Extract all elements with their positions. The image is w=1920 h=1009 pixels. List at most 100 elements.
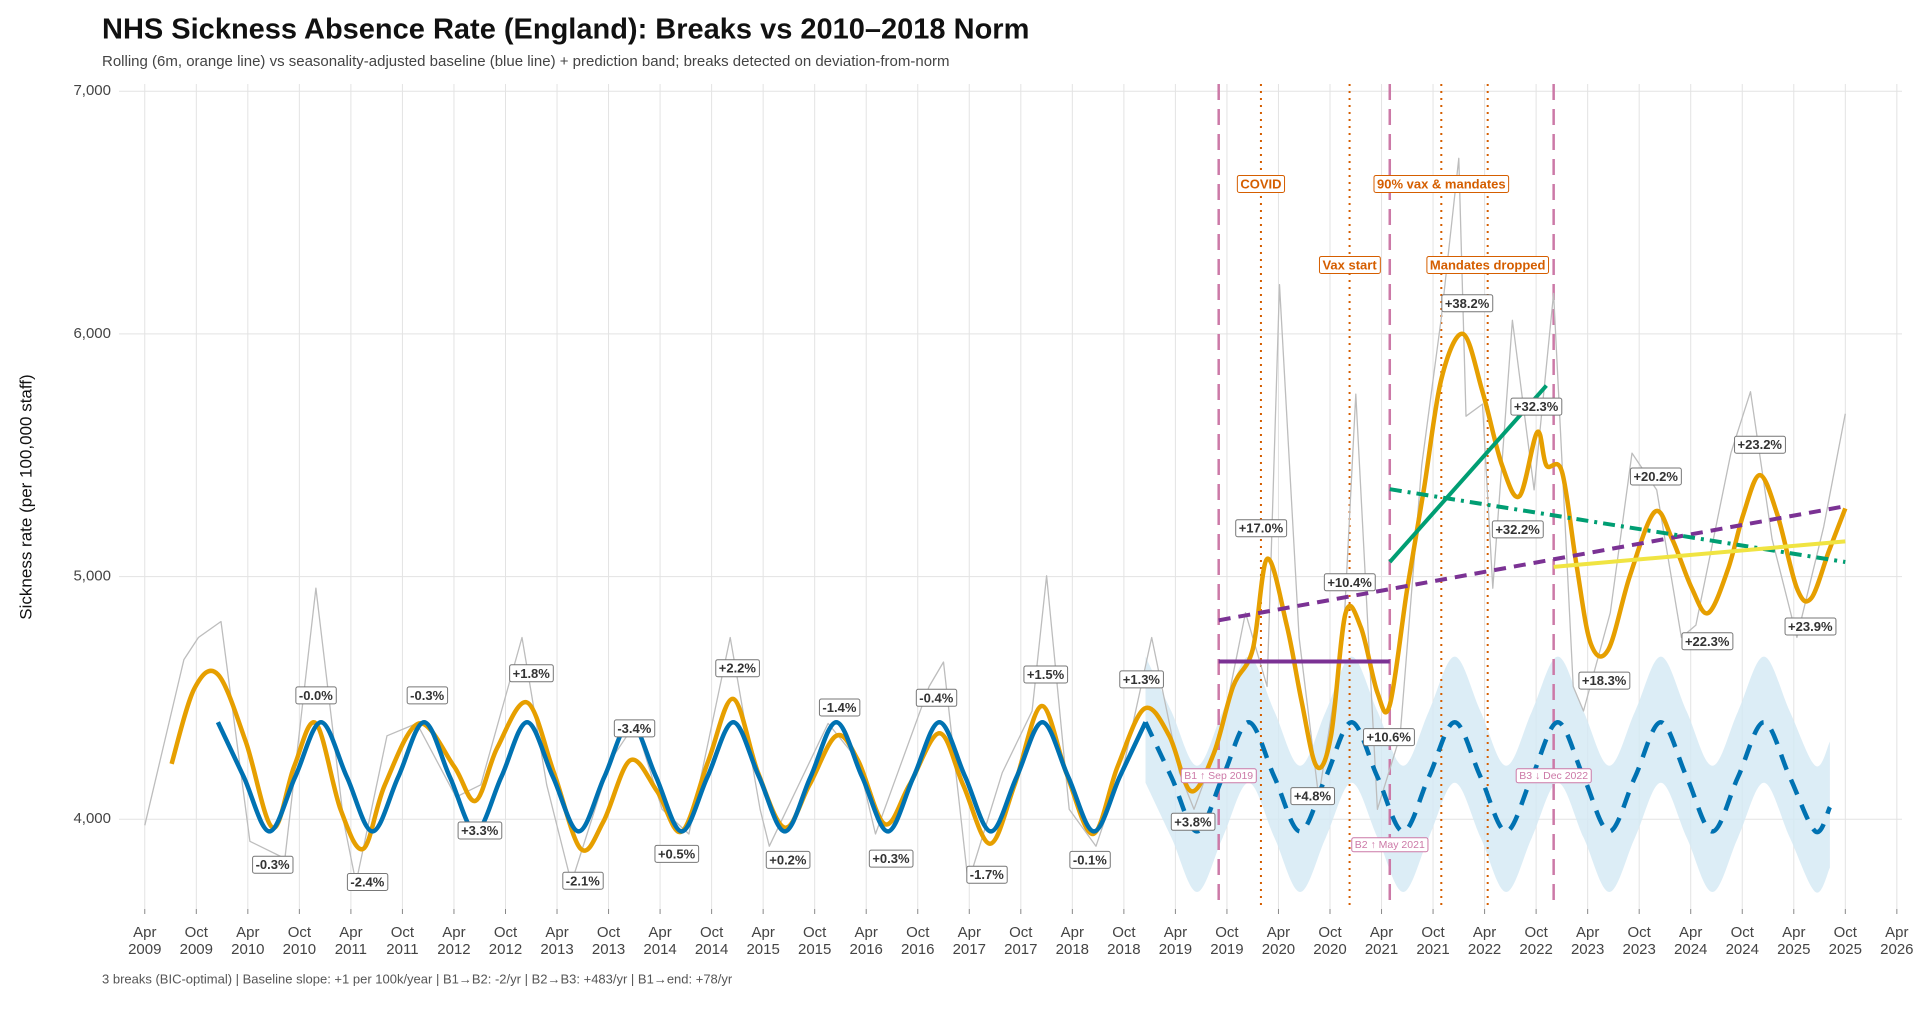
x-tick-label: Apr 2012 — [437, 924, 471, 958]
deviation-label-text: -1.7% — [970, 867, 1004, 882]
deviation-label-box — [252, 855, 294, 874]
x-tick-label: Oct 2013 — [591, 924, 626, 958]
deviation-label: +1.3% — [1119, 670, 1164, 689]
event-label-text: COVID — [1240, 176, 1281, 191]
deviation-label: +23.2% — [1734, 435, 1786, 454]
x-tick-label: Apr 2010 — [231, 924, 265, 958]
deviation-label-text: -2.4% — [350, 874, 384, 889]
deviation-label: -3.4% — [613, 719, 656, 738]
x-tick-label: Apr 2025 — [1777, 924, 1811, 958]
x-tick-label: Oct 2019 — [1210, 924, 1244, 958]
event-label-text: 90% vax & mandates — [1377, 176, 1506, 191]
deviation-label-box — [562, 871, 604, 890]
deviation-label-box — [1363, 728, 1415, 747]
x-tick-label: Oct 2016 — [901, 924, 935, 958]
deviation-label: +32.2% — [1491, 520, 1544, 539]
deviation-label: -0.4% — [915, 688, 958, 707]
trend-line — [1218, 504, 1846, 623]
x-tick-label: Oct 2011 — [386, 924, 419, 958]
deviation-label-box — [1734, 435, 1786, 454]
deviation-label: +23.9% — [1784, 617, 1837, 636]
deviation-label: +0.5% — [654, 844, 700, 863]
deviation-label-box — [1235, 519, 1288, 538]
deviation-label-box — [1681, 632, 1734, 651]
prediction-band — [1145, 656, 1830, 893]
deviation-label-text: +20.2% — [1633, 469, 1678, 484]
x-tick-label: Oct 2012 — [488, 924, 523, 958]
deviation-label-text: +23.2% — [1738, 437, 1783, 452]
deviation-label-box — [1441, 294, 1494, 313]
deviation-label-box — [1023, 665, 1069, 684]
chart-title: NHS Sickness Absence Rate (England): Bre… — [102, 14, 1029, 46]
x-tick-label: Oct 2014 — [694, 924, 729, 958]
deviation-label: +20.2% — [1629, 467, 1682, 486]
event-label-text: Mandates dropped — [1430, 257, 1546, 272]
deviation-label: -2.4% — [346, 872, 389, 891]
x-tick-label: Oct 2024 — [1725, 924, 1759, 958]
deviation-label-box — [654, 844, 700, 863]
deviation-label-text: +3.8% — [1174, 814, 1212, 829]
footer-note: 3 breaks (BIC-optimal) | Baseline slope:… — [102, 971, 733, 986]
event-label-text: Vax start — [1322, 257, 1377, 272]
deviation-label-text: +38.2% — [1445, 296, 1490, 311]
x-tick-label: Oct 2025 — [1828, 924, 1862, 958]
deviation-label: +22.3% — [1681, 632, 1734, 651]
deviation-label-box — [1170, 812, 1216, 831]
y-axis-title: Sickness rate (per 100,000 staff) — [16, 374, 35, 619]
x-tick-label: Apr 2022 — [1467, 924, 1502, 958]
x-tick-label: Apr 2024 — [1674, 924, 1708, 958]
trend-line — [1553, 539, 1846, 569]
deviation-label-box — [613, 719, 656, 738]
break-label: B1 ↑ Sep 2019 — [1180, 768, 1257, 784]
deviation-label-text: +10.4% — [1327, 575, 1372, 590]
deviation-label: -1.4% — [818, 698, 861, 717]
deviation-label-box — [1290, 787, 1336, 806]
x-tick-label: Oct 2023 — [1622, 924, 1656, 958]
deviation-label-text: +18.3% — [1582, 673, 1627, 688]
deviation-label-box — [765, 850, 811, 869]
deviation-label-text: -0.3% — [256, 857, 290, 872]
break-label: B2 ↑ May 2021 — [1351, 837, 1429, 853]
x-tick-label: Oct 2015 — [797, 924, 832, 958]
deviation-label-text: +32.2% — [1495, 522, 1540, 537]
x-tick-label: Apr 2026 — [1880, 924, 1914, 958]
break-label-box — [1351, 837, 1429, 853]
x-tick-label: Oct 2020 — [1313, 924, 1347, 958]
deviation-label-box — [1069, 850, 1111, 869]
event-label: Vax start — [1318, 255, 1381, 274]
deviation-label-text: +0.5% — [658, 846, 696, 861]
x-tick-label: Apr 2017 — [952, 924, 986, 958]
event-label: COVID — [1236, 174, 1286, 193]
series-line — [169, 331, 1848, 853]
deviation-label-box — [346, 872, 389, 891]
deviation-label-box — [915, 688, 958, 707]
deviation-label-box — [1323, 573, 1376, 592]
break-label: B3 ↓ Dec 2022 — [1515, 768, 1592, 784]
deviation-label-text: -2.1% — [566, 873, 600, 888]
deviation-label: -0.3% — [252, 855, 294, 874]
deviation-label: -0.1% — [1069, 850, 1111, 869]
series-line — [1143, 719, 1832, 835]
deviation-label: -0.0% — [295, 686, 337, 705]
event-label: Mandates dropped — [1426, 255, 1550, 274]
deviation-label-text: +0.2% — [769, 852, 807, 867]
deviation-label-text: -0.3% — [410, 688, 444, 703]
y-tick-label: 7,000 — [73, 82, 111, 99]
deviation-label-text: +1.3% — [1123, 672, 1161, 687]
deviation-label: +38.2% — [1441, 294, 1494, 313]
x-tick-label: Oct 2022 — [1519, 924, 1553, 958]
deviation-label-text: +1.8% — [513, 666, 551, 681]
deviation-label-text: -0.1% — [1073, 852, 1107, 867]
event-label: 90% vax & mandates — [1373, 174, 1510, 193]
x-tick-label: Apr 2014 — [643, 924, 677, 958]
deviation-label-box — [715, 659, 760, 678]
deviation-label-text: +10.6% — [1367, 730, 1412, 745]
deviation-label-text: +4.8% — [1294, 789, 1332, 804]
deviation-label-text: +1.5% — [1027, 667, 1065, 682]
deviation-label-text: +23.9% — [1788, 619, 1833, 634]
x-tick-label: Apr 2015 — [746, 924, 780, 958]
event-label-box — [1426, 255, 1550, 274]
deviation-label-text: +3.3% — [461, 823, 499, 838]
deviation-label-text: +22.3% — [1685, 634, 1730, 649]
